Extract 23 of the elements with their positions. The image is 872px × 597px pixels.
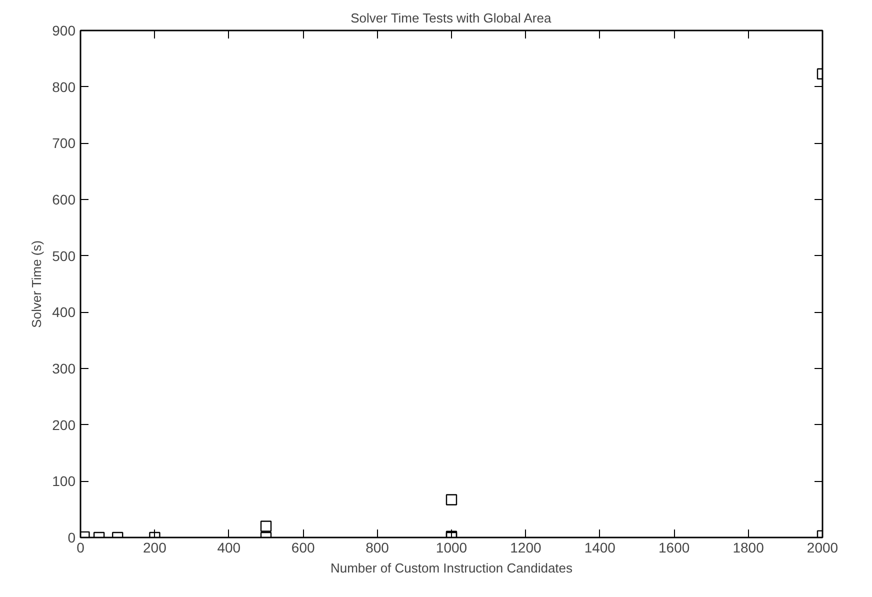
x-axis-title: Number of Custom Instruction Candidates [330, 560, 574, 576]
y-tick-label: 0 [68, 530, 76, 546]
y-tick-label: 100 [52, 473, 76, 490]
x-tick-label: 1400 [584, 540, 616, 556]
y-tick-label: 400 [52, 304, 76, 320]
y-tick-label: 600 [52, 192, 76, 208]
x-tick-label: 800 [366, 540, 390, 556]
y-tick-label: 200 [52, 416, 76, 433]
x-tick-label: 1000 [436, 540, 468, 556]
y-axis-title: Solver Time (s) [29, 240, 44, 328]
y-tick-label: 700 [52, 135, 76, 152]
y-tick-label: 500 [52, 248, 76, 264]
x-tick-label: 600 [291, 540, 315, 556]
y-tick-label: 800 [52, 78, 76, 95]
x-tick-label: 200 [143, 540, 167, 556]
x-tick-label: 1200 [510, 540, 542, 556]
x-tick-label: 1600 [658, 540, 690, 556]
x-tick-label: 2000 [806, 540, 838, 556]
y-tick-label: 900 [52, 22, 76, 38]
chart-title: Solver Time Tests with Global Area [350, 10, 552, 26]
y-tick-label: 300 [52, 360, 76, 376]
x-tick-label: 1800 [732, 540, 764, 556]
x-tick-label: 400 [217, 540, 241, 556]
